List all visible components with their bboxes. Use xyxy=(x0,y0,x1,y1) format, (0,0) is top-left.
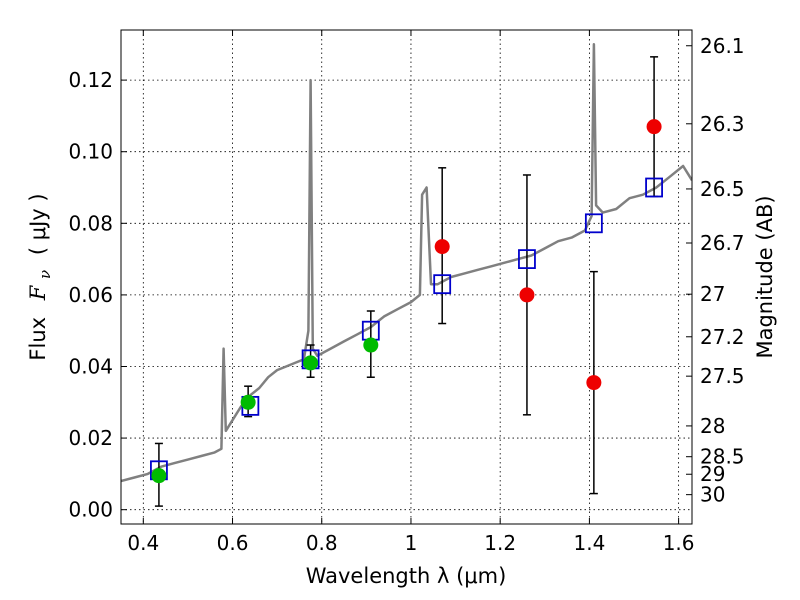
non-detection-point xyxy=(434,239,450,255)
x-axis-label: Wavelength λ (μm) xyxy=(306,564,507,588)
magnitude-tick-label: 29 xyxy=(700,462,725,486)
model-point xyxy=(433,274,452,295)
x-tick-label: 1.4 xyxy=(573,531,605,555)
x-tick-label: 1 xyxy=(405,531,418,555)
magnitude-tick-label: 28 xyxy=(700,414,725,438)
y-axis-label: Flux F ν ( μJy ) xyxy=(26,193,55,360)
axes: 0.4 0.6 0.8 1 1.2 1.4 1.6 0.00 0.02 0.04 0.06 0.08 0… xyxy=(68,30,745,555)
y-tick-label: 0.06 xyxy=(68,283,113,307)
magnitude-tick-label: 26.7 xyxy=(700,231,745,255)
grid xyxy=(121,30,692,524)
y-tick-label: 0.02 xyxy=(68,426,113,450)
magnitude-tick-label: 26.5 xyxy=(700,177,745,201)
plot-background xyxy=(121,30,692,524)
spectrum-line xyxy=(121,43,692,483)
magnitude-tick-label: 30 xyxy=(700,483,725,507)
y-tick-label: 0.04 xyxy=(68,354,113,378)
model-point xyxy=(584,213,603,234)
x-tick-label: 0.4 xyxy=(127,531,159,555)
y-axis-label-unit: ( μJy ) xyxy=(26,193,50,255)
magnitude-tick-label: 27 xyxy=(700,282,725,306)
x-tick-label: 1.2 xyxy=(484,531,516,555)
non-detection-point xyxy=(586,375,602,391)
y-axis-label-prefix: Flux xyxy=(26,317,50,361)
y-axis-label-subscript: ν xyxy=(36,270,54,279)
x-tick-label: 1.6 xyxy=(663,531,695,555)
detection-point xyxy=(240,394,256,410)
y-tick-label: 0.08 xyxy=(68,211,113,235)
y-tick-label: 0.10 xyxy=(68,140,113,164)
plot-area xyxy=(121,43,692,507)
y-tick-label: 0.12 xyxy=(68,68,113,92)
magnitude-tick-label: 26.3 xyxy=(700,112,745,136)
plot-frame xyxy=(120,29,693,525)
magnitude-tick-label: 27.5 xyxy=(700,364,745,388)
non-detection-point xyxy=(646,119,662,135)
magnitude-tick-label: 27.2 xyxy=(700,325,745,349)
x-tick-label: 0.8 xyxy=(306,531,338,555)
model-point xyxy=(518,249,536,270)
non-detection-point xyxy=(519,287,535,303)
detection-point xyxy=(151,468,167,484)
y-axis-label-symbol: F xyxy=(26,284,50,301)
magnitude-axis-label: Magnitude (AB) xyxy=(753,195,777,358)
magnitude-tick-label: 26.1 xyxy=(700,34,745,58)
magnitude-tick-label: 28.5 xyxy=(700,445,745,469)
detection-point xyxy=(363,337,379,353)
model-point xyxy=(645,177,663,198)
y-tick-label: 0.00 xyxy=(68,498,113,522)
x-tick-label: 0.6 xyxy=(217,531,249,555)
detection-point xyxy=(303,355,319,371)
